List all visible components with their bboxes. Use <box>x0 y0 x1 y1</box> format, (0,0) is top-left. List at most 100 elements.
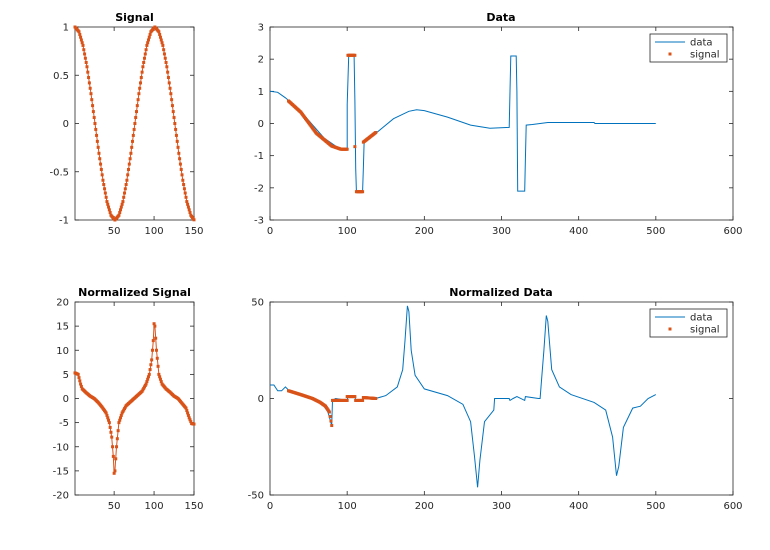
data-point-signal <box>78 32 82 36</box>
data-point-signal <box>87 81 91 85</box>
data-point-signal <box>108 425 112 429</box>
data-point-signal <box>143 52 147 56</box>
data-point-signal <box>112 471 116 475</box>
data-point-signal <box>94 127 98 131</box>
data-point-signal <box>117 421 121 425</box>
data-point-signal <box>141 65 145 69</box>
y-tick-label: -1 <box>59 216 69 227</box>
y-tick-label: 15 <box>56 322 69 333</box>
x-tick-label: 600 <box>723 501 742 512</box>
data-point-signal <box>142 56 146 60</box>
y-tick-label: 1 <box>63 23 69 34</box>
subplot-normalized-data: 0 100 200 300 400 500 600-50050datasignalNorma… <box>248 286 743 512</box>
x-tick-label: 600 <box>723 226 742 237</box>
data-point-signal <box>77 376 81 380</box>
data-point-signal <box>168 86 172 90</box>
data-point-signal <box>178 162 182 166</box>
subplot-title: Signal <box>115 11 154 24</box>
data-point-signal <box>184 195 188 199</box>
data-point-signal <box>176 145 180 149</box>
data-point-signal <box>107 208 111 212</box>
data-point-signal <box>99 162 103 166</box>
y-tick-label: 10 <box>56 346 69 357</box>
data-point-signal <box>90 98 94 102</box>
x-tick-label: 300 <box>492 226 511 237</box>
x-tick-label: 50 <box>108 501 121 512</box>
data-point-signal <box>174 127 178 131</box>
data-point-signal <box>79 35 83 39</box>
data-point-signal <box>93 122 97 125</box>
data-point-signal <box>180 173 184 177</box>
data-point-signal <box>128 157 132 161</box>
data-point-signal <box>186 202 190 206</box>
data-point-signal <box>144 48 148 52</box>
y-tick-label: -5 <box>59 418 69 429</box>
data-point-signal <box>374 131 378 135</box>
subplot-signal: 50 100 150 -1 -0.5 0 0.5 1 Signal <box>49 11 203 237</box>
x-tick-label: 200 <box>415 501 434 512</box>
data-point-signal <box>163 56 167 60</box>
data-point-signal <box>147 372 151 376</box>
y-tick-label: -2 <box>254 183 264 194</box>
data-point-signal <box>374 397 378 400</box>
data-point-signal <box>166 76 170 80</box>
data-point-signal <box>125 178 129 182</box>
data-point-signal <box>148 32 152 36</box>
data-point-signal <box>330 424 334 428</box>
data-point-signal <box>92 116 96 120</box>
data-point-signal <box>192 422 196 426</box>
x-tick-label: 0 <box>267 501 273 512</box>
data-point-signal <box>137 92 141 96</box>
data-point-signal <box>182 187 186 191</box>
data-point-signal <box>145 43 149 47</box>
legend-label-signal: signal <box>690 325 720 336</box>
data-point-signal <box>159 380 163 384</box>
data-point-signal <box>139 76 143 80</box>
data-point-signal <box>185 409 189 413</box>
data-point-signal <box>119 208 123 212</box>
y-tick-label: 1 <box>258 87 264 98</box>
data-point-signal <box>153 324 157 328</box>
data-point-signal <box>184 406 188 410</box>
data-point-signal <box>84 60 88 64</box>
data-point-signal <box>122 195 126 199</box>
data-point-signal <box>107 205 111 209</box>
data-point-signal <box>133 122 137 125</box>
data-point-signal <box>89 92 93 96</box>
data-point-signal <box>87 76 91 80</box>
x-tick-label: 50 <box>108 226 121 237</box>
data-point-signal <box>138 81 142 85</box>
data-point-signal <box>116 429 120 433</box>
data-point-signal <box>170 98 174 102</box>
data-point-signal <box>192 218 196 222</box>
data-point-signal <box>134 110 138 114</box>
legend-label-data: data <box>690 313 713 324</box>
data-point-signal <box>174 133 178 137</box>
subplot-title: Data <box>486 11 515 24</box>
x-tick-label: 100 <box>145 501 164 512</box>
x-tick-label: 100 <box>145 226 164 237</box>
data-point-signal <box>172 116 176 120</box>
data-point-signal <box>156 364 160 368</box>
data-point-signal <box>166 70 170 74</box>
data-point-signal <box>96 145 100 149</box>
data-point-signal <box>91 110 95 114</box>
data-point-signal <box>179 167 183 171</box>
data-point-signal <box>131 139 135 143</box>
data-point-signal <box>345 398 349 402</box>
y-tick-label: -10 <box>53 442 69 453</box>
y-tick-label: 5 <box>63 370 69 381</box>
data-point-signal <box>145 380 149 384</box>
data-point-signal <box>132 127 136 131</box>
data-point-signal <box>187 416 191 420</box>
data-point-signal <box>150 358 154 362</box>
x-tick-label: 200 <box>415 226 434 237</box>
data-point-signal <box>187 208 191 212</box>
data-point-signal <box>353 53 357 57</box>
data-point-signal <box>159 38 163 42</box>
legend-label-signal: signal <box>690 50 720 61</box>
data-point-signal <box>142 60 146 64</box>
data-point-signal <box>108 211 112 215</box>
legend-box <box>649 308 728 338</box>
data-point-signal <box>106 202 110 206</box>
